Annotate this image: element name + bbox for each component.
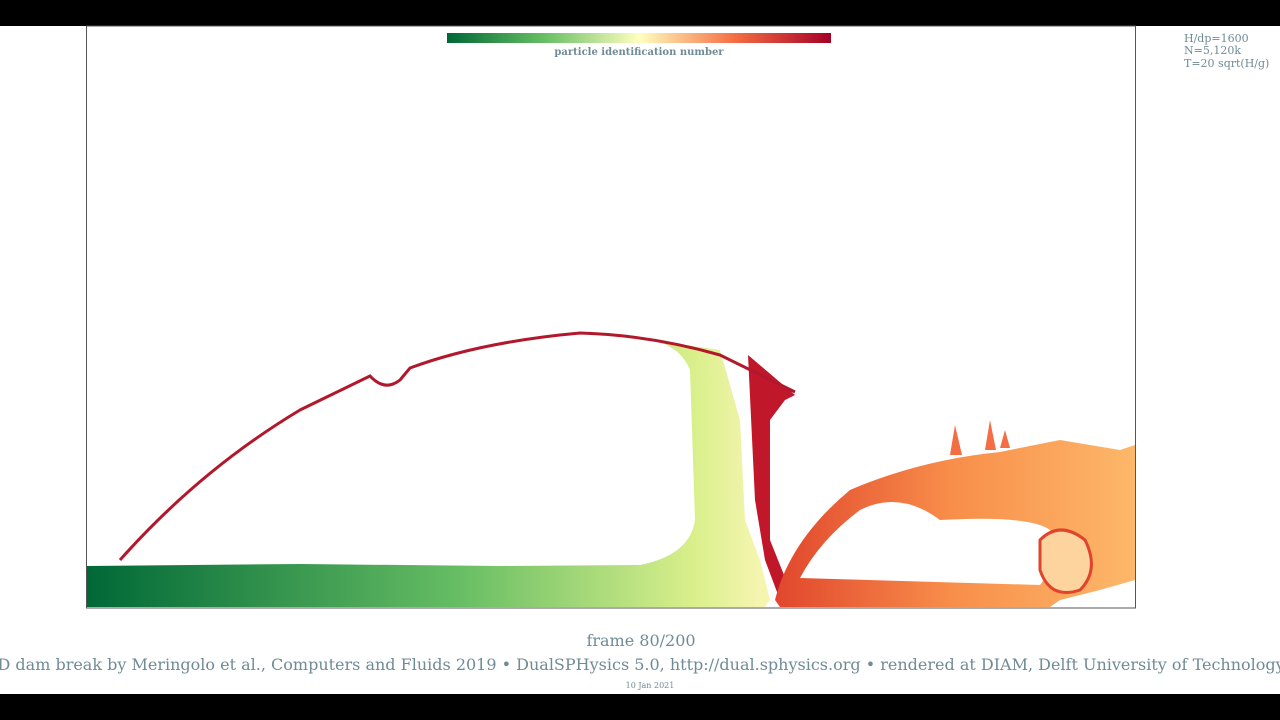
frame-counter: frame 80/200 [586, 631, 695, 650]
date: 10 Jan 2021 [626, 681, 675, 690]
red-column [748, 355, 795, 600]
parameter: N=5,120k [1184, 44, 1241, 57]
fluid [87, 331, 1135, 607]
plunging-jet [775, 440, 1135, 607]
jet-arc [118, 331, 796, 561]
parameter: H/dp=1600 [1184, 32, 1249, 45]
ground-layer [87, 340, 770, 607]
vortex [1038, 528, 1093, 594]
credits: 2D dam break by Meringolo et al., Comput… [0, 655, 1280, 674]
domain-box [86, 25, 1136, 609]
colorbar-label: particle identification number [554, 47, 724, 58]
splash-fingers [950, 420, 1010, 455]
colorbar [447, 33, 831, 43]
parameter: T=20 sqrt(H/g) [1184, 57, 1269, 70]
